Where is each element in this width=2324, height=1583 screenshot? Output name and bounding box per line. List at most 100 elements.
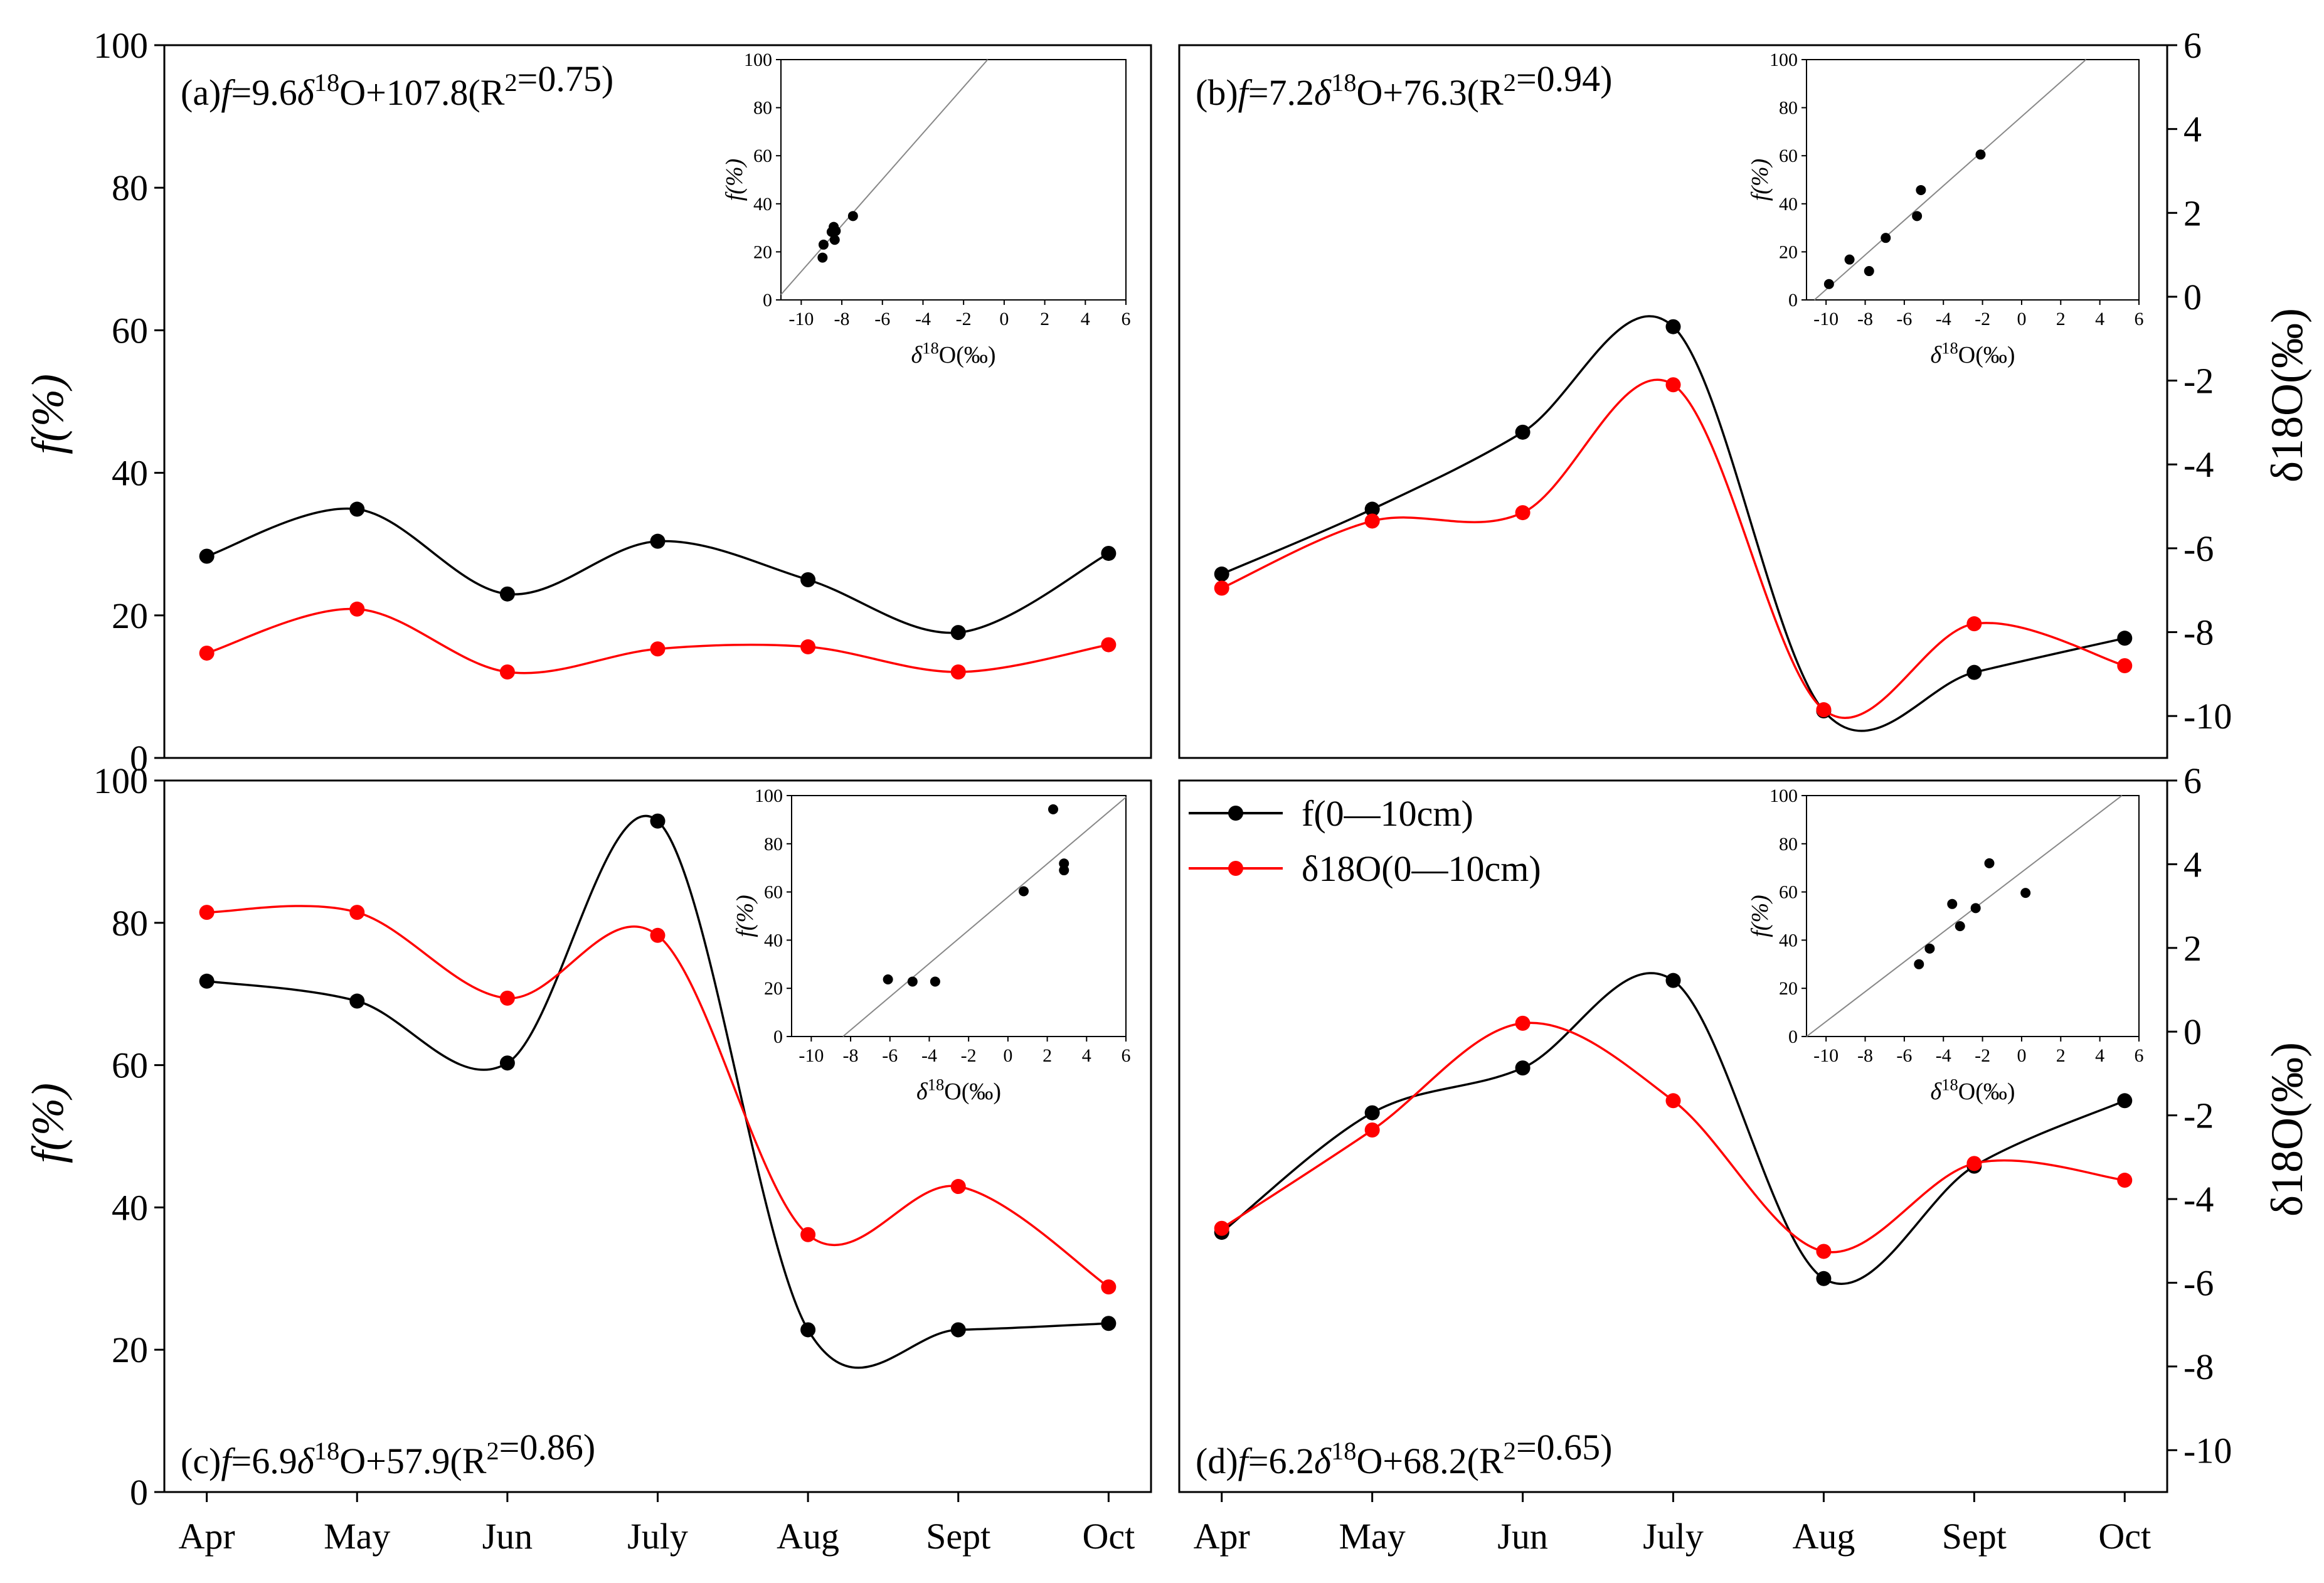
inset-y-title: f(%): [732, 895, 758, 937]
f-point-c-May: [349, 993, 365, 1009]
inset-x-tick-label: 2: [1043, 1045, 1052, 1066]
panel-c-frame: [163, 779, 1152, 1493]
inset-x-tick-label: 0: [999, 309, 1009, 329]
x-tick-label: July: [627, 1516, 688, 1557]
inset-fit-line: [1806, 795, 2123, 1037]
inset-x-tick-label: -10: [788, 309, 814, 329]
panel-a: 020406080100(a)f=9.6δ18O+107.8(R2=0.75)-…: [93, 25, 1152, 779]
inset-y-tick-label: 80: [1779, 834, 1798, 855]
delta-point-a-Jun: [499, 664, 515, 680]
panel-d-equation: (d)f=6.2δ18O+68.2(R2=0.65): [1196, 1427, 1612, 1481]
delta-point-b-July: [1665, 377, 1681, 393]
inset-frame: [1806, 795, 2140, 1037]
legend: f(0—10cm) δ18O(0—10cm): [1189, 793, 1541, 889]
inset-fit-line: [780, 59, 989, 296]
delta-point-d-Apr: [1214, 1220, 1229, 1236]
inset-x-tick-label: -6: [1896, 309, 1912, 329]
inset-point: [1914, 959, 1924, 969]
delta-series-line-a: [206, 607, 1109, 674]
delta-point-d-May: [1364, 1122, 1380, 1138]
delta-point-b-Aug: [1816, 702, 1832, 718]
inset-x-tick-label: -2: [961, 1045, 977, 1066]
inset-x-tick-label: -8: [1857, 1045, 1873, 1066]
x-tick-label: Sept: [926, 1516, 990, 1557]
f-series-line-d: [1221, 972, 2125, 1285]
inset-y-tick-label: 40: [753, 194, 772, 215]
f-point-c-Sept: [950, 1322, 966, 1338]
legend-f-label: f(0—10cm): [1302, 793, 1473, 834]
inset-point: [1916, 184, 1926, 195]
x-tick-label: Jun: [482, 1516, 533, 1557]
inset-point: [1970, 903, 1981, 914]
inset-y-tick-label: 100: [744, 50, 772, 70]
delta-point-c-Jun: [499, 990, 515, 1006]
inset-x-tick-label: -6: [1896, 1045, 1912, 1066]
inset-y-tick-label: 80: [753, 98, 772, 119]
delta-point-a-Apr: [199, 645, 215, 661]
f-point-d-Aug: [1816, 1271, 1832, 1286]
delta-point-c-Apr: [199, 905, 215, 920]
y-right-tick-label: -10: [2183, 696, 2232, 737]
inset-y-tick-label: 0: [763, 290, 772, 311]
x-tick-label: Apr: [179, 1516, 235, 1557]
inset-x-tick-label: -4: [1936, 1045, 1951, 1066]
inset-y-tick-label: 60: [1779, 882, 1798, 903]
y-right-tick-label: -8: [2183, 1346, 2214, 1387]
inset-frame: [1806, 59, 2140, 301]
inset-x-tick-label: 4: [2095, 1045, 2104, 1066]
panel-b: -10 -8 -6 -4 -2 0 2 4 6 (b)f=7.2δ18O+76.3(R2=0.94…: [1178, 25, 2232, 759]
y-left-tick-label: 20: [112, 1330, 148, 1370]
f-point-c-Aug: [800, 1322, 816, 1338]
f-point-d-Oct: [2117, 1093, 2133, 1109]
inset-point: [818, 239, 829, 250]
y-right-tick-label: 0: [2183, 277, 2202, 317]
inset-x-tick-label: -10: [1813, 1045, 1839, 1066]
inset-x-tick-label: 6: [2135, 1045, 2144, 1066]
inset-fit-line: [842, 796, 1127, 1037]
f-point-d-July: [1665, 973, 1681, 988]
f-point-b-Jun: [1515, 424, 1531, 440]
inset-point: [1912, 211, 1923, 221]
x-tick-label: July: [1643, 1516, 1704, 1557]
inset-y-tick-label: 60: [753, 146, 772, 166]
inset-point: [1955, 921, 1965, 932]
inset-point: [1823, 279, 1834, 289]
inset-frame: [780, 59, 1127, 301]
f-point-a-Aug: [800, 572, 816, 587]
inset-y-title: f(%): [1747, 895, 1773, 937]
inset-x-title: δ18O(‰): [1930, 339, 2015, 368]
panel-a-equation: (a)f=9.6δ18O+107.8(R2=0.75): [181, 58, 613, 113]
inset-x-tick-label: -4: [921, 1045, 937, 1066]
inset-y-tick-label: 80: [1779, 98, 1798, 119]
delta-series-line-b: [1221, 378, 2125, 719]
inset-y-tick-label: 0: [773, 1026, 783, 1047]
inset-x-tick-label: 4: [2095, 309, 2104, 329]
inset-y-tick-label: 80: [764, 834, 783, 855]
y-left-tick-label: 40: [112, 453, 148, 494]
inset-y-tick-label: 100: [1770, 50, 1798, 70]
inset-point: [1018, 886, 1029, 897]
f-point-c-July: [650, 813, 666, 829]
legend-delta-label: δ18O(0—10cm): [1302, 848, 1541, 889]
panel-b-equation: (b)f=7.2δ18O+76.3(R2=0.94): [1196, 58, 1612, 113]
legend-delta-marker: [1228, 861, 1243, 876]
inset-y-tick-label: 40: [1779, 194, 1798, 215]
y-right-tick-label: -4: [2183, 444, 2214, 485]
legend-f-marker: [1228, 806, 1243, 821]
inset-y-tick-label: 20: [1779, 978, 1798, 999]
f-series-line-a: [206, 507, 1110, 634]
inset-y-tick-label: 20: [764, 978, 783, 999]
f-point-a-Jun: [499, 586, 515, 602]
inset-x-tick-label: 4: [1081, 309, 1090, 329]
y-right-tick-label: 2: [2183, 193, 2202, 233]
inset-y-tick-label: 0: [1788, 290, 1798, 311]
x-tick-label: Aug: [777, 1516, 839, 1557]
y-right-tick-label: 6: [2183, 760, 2202, 801]
inset-x-tick-label: 6: [1122, 309, 1131, 329]
inset-x-tick-label: 6: [1122, 1045, 1131, 1066]
y-left-tick-label: 80: [112, 903, 148, 944]
panel-b-frame: [1178, 44, 2168, 759]
y-left-tick-label: 80: [112, 168, 148, 208]
y-right-tick-label: 6: [2183, 25, 2202, 66]
